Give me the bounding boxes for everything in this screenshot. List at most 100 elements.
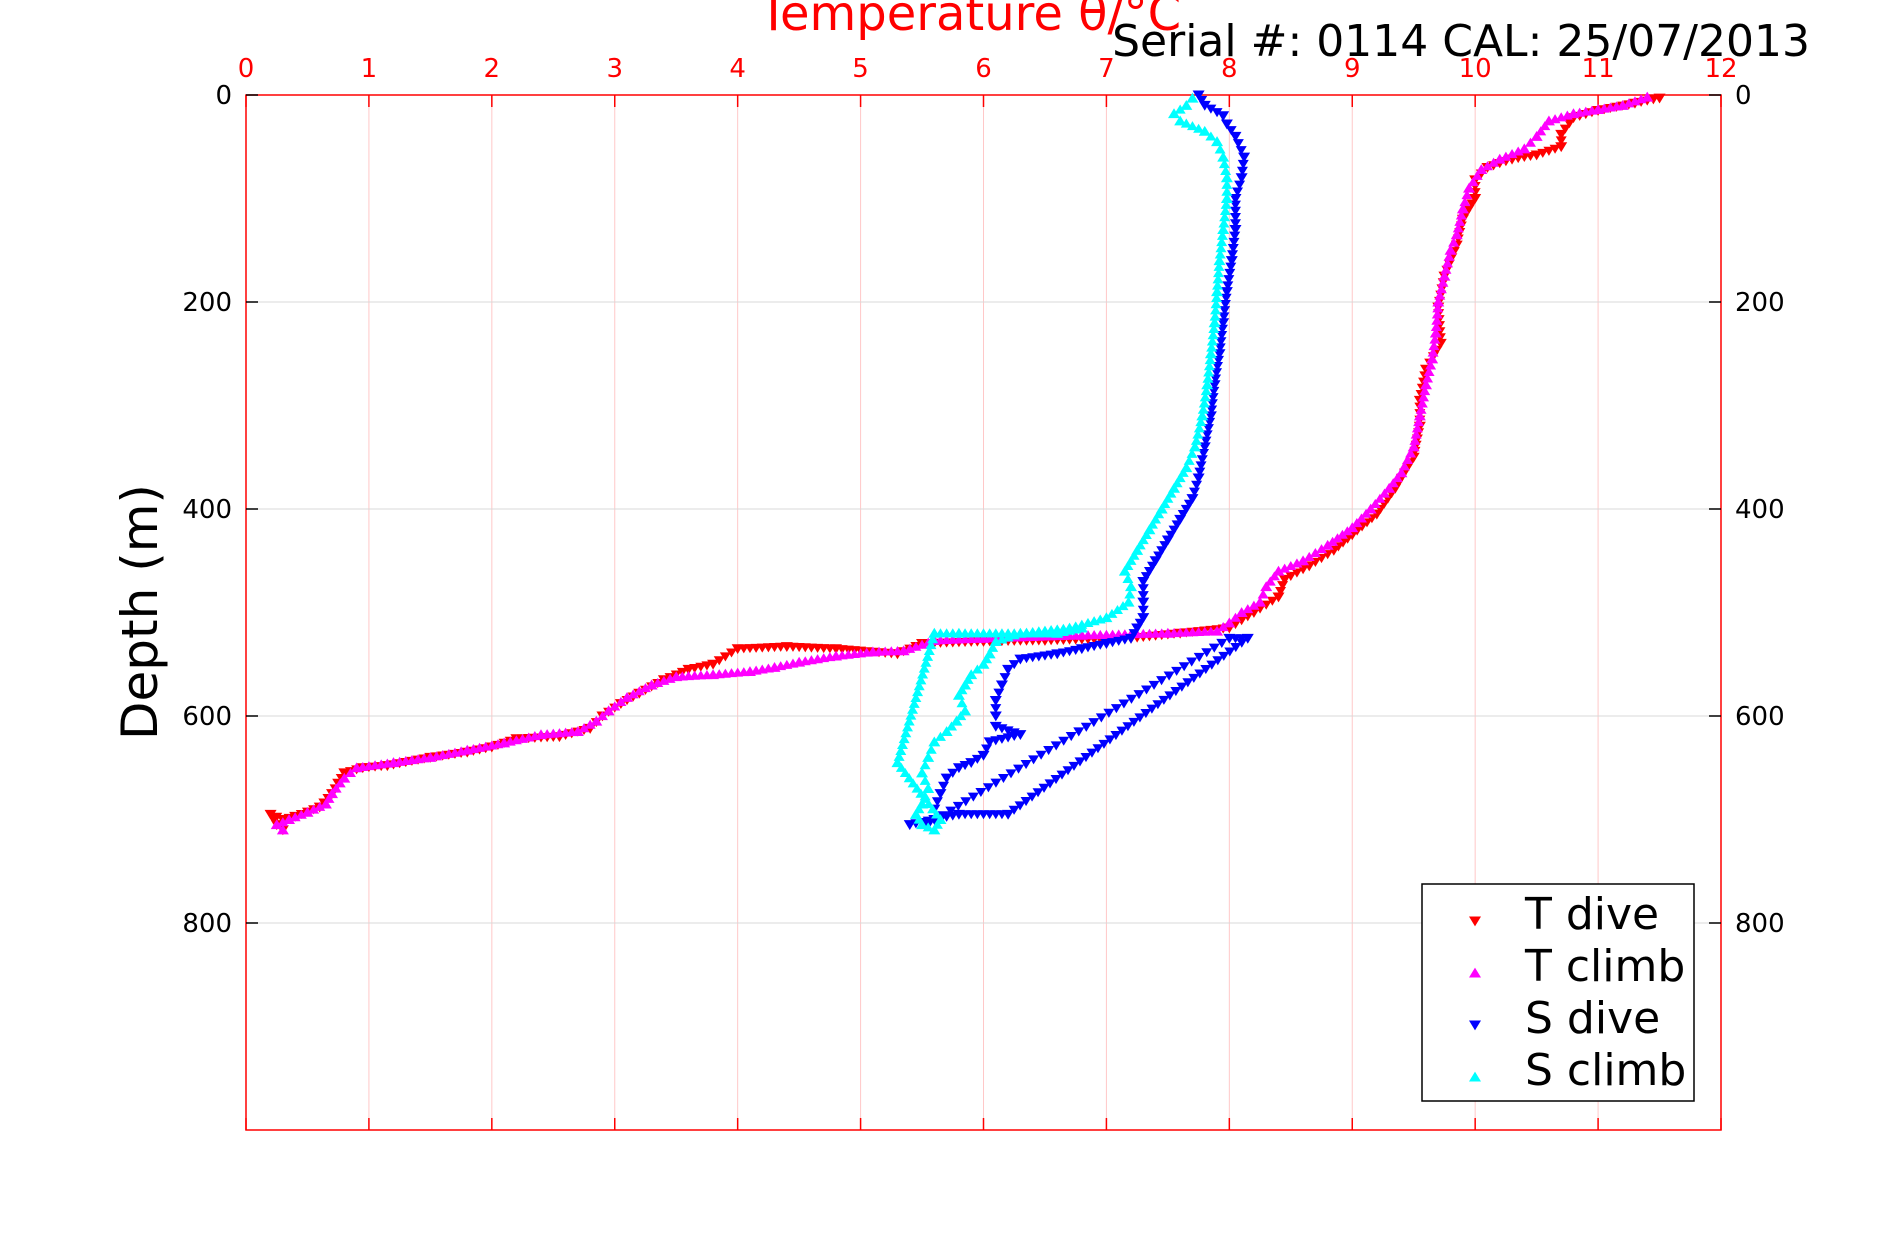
data-point (1117, 601, 1129, 611)
data-point (1203, 361, 1215, 371)
data-point (1225, 262, 1237, 272)
data-point (1395, 467, 1408, 478)
data-point (1268, 571, 1280, 581)
data-point (1248, 600, 1260, 610)
y-tick-label-right: 400 (1735, 495, 1785, 525)
data-point (1140, 709, 1152, 719)
data-point (1212, 280, 1224, 290)
data-point (1561, 110, 1573, 120)
data-point (1198, 100, 1211, 111)
data-point (917, 669, 929, 679)
data-point (1229, 194, 1242, 204)
data-point (1074, 757, 1086, 767)
data-point (1235, 146, 1247, 156)
data-point (1418, 392, 1430, 402)
data-point (1050, 741, 1062, 751)
data-point (1143, 566, 1155, 577)
data-point (1092, 744, 1104, 754)
legend-markers (1469, 916, 1481, 1082)
data-point (1198, 125, 1211, 136)
data-point (308, 804, 320, 814)
data-point (922, 822, 934, 832)
data-point (719, 652, 731, 662)
data-point (1229, 213, 1241, 223)
data-point (1202, 373, 1214, 383)
data-point (1264, 576, 1276, 586)
data-point (1171, 666, 1183, 676)
data-point (922, 752, 935, 762)
data-point (1182, 678, 1194, 688)
data-point (990, 778, 1002, 788)
data-point (1209, 311, 1221, 321)
data-point (950, 715, 963, 726)
data-point (1206, 342, 1218, 352)
data-point (1214, 343, 1226, 353)
data-point (1415, 404, 1427, 414)
data-point (1229, 131, 1242, 142)
data-point (927, 804, 939, 814)
data-point (270, 819, 283, 830)
data-point (1437, 277, 1449, 287)
data-point (990, 704, 1002, 714)
data-point (1549, 114, 1561, 124)
data-point (1118, 699, 1130, 709)
data-point (443, 748, 455, 758)
data-point (1466, 199, 1478, 209)
legend-entry-s-dive: S dive (1525, 993, 1660, 1044)
data-point (1208, 317, 1221, 328)
data-point (1429, 327, 1442, 338)
data-point (1149, 556, 1162, 567)
data-point (1171, 520, 1183, 530)
data-point (1210, 299, 1222, 309)
data-point (923, 799, 935, 809)
legend-marker (1469, 1071, 1481, 1082)
data-point (1103, 708, 1115, 718)
data-point (1297, 555, 1310, 566)
data-point (934, 789, 947, 800)
data-point (1405, 448, 1417, 458)
data-point (925, 640, 937, 650)
data-point (1232, 139, 1244, 149)
y-tick-label-right: 0 (1735, 81, 1752, 111)
data-point (1153, 551, 1165, 561)
data-point (1229, 206, 1241, 216)
data-point (1229, 225, 1242, 235)
data-point (268, 815, 280, 825)
data-point (1196, 410, 1209, 421)
data-point (1075, 622, 1088, 633)
data-point (1229, 620, 1241, 630)
data-point (920, 657, 932, 667)
data-point (1488, 157, 1500, 167)
data-point (1122, 722, 1134, 732)
data-point (1180, 504, 1192, 514)
data-point (1456, 203, 1469, 214)
data-point (1174, 514, 1187, 525)
data-point (1186, 494, 1199, 505)
data-point (523, 732, 535, 742)
data-point (1220, 199, 1232, 209)
data-point (1235, 607, 1248, 617)
data-point (1180, 118, 1192, 128)
data-point (1563, 119, 1575, 129)
data-point (1629, 96, 1641, 106)
y-tick-label-left: 200 (182, 288, 232, 318)
data-point (1147, 561, 1159, 571)
data-point (1435, 284, 1447, 294)
data-point (1210, 305, 1222, 315)
data-point (301, 806, 314, 817)
data-point (918, 663, 930, 673)
data-point (1422, 373, 1434, 383)
data-point (1355, 513, 1367, 523)
data-point (981, 744, 993, 754)
data-point (1200, 665, 1212, 675)
data-point (1152, 700, 1164, 710)
data-point (276, 824, 289, 835)
data-point (1303, 551, 1315, 561)
data-point (1455, 210, 1467, 220)
data-point (602, 705, 615, 716)
x-tick-label: 5 (852, 54, 869, 84)
data-point (1238, 152, 1251, 163)
data-point (1218, 159, 1230, 169)
data-point (1432, 303, 1444, 313)
data-point (1216, 330, 1228, 341)
